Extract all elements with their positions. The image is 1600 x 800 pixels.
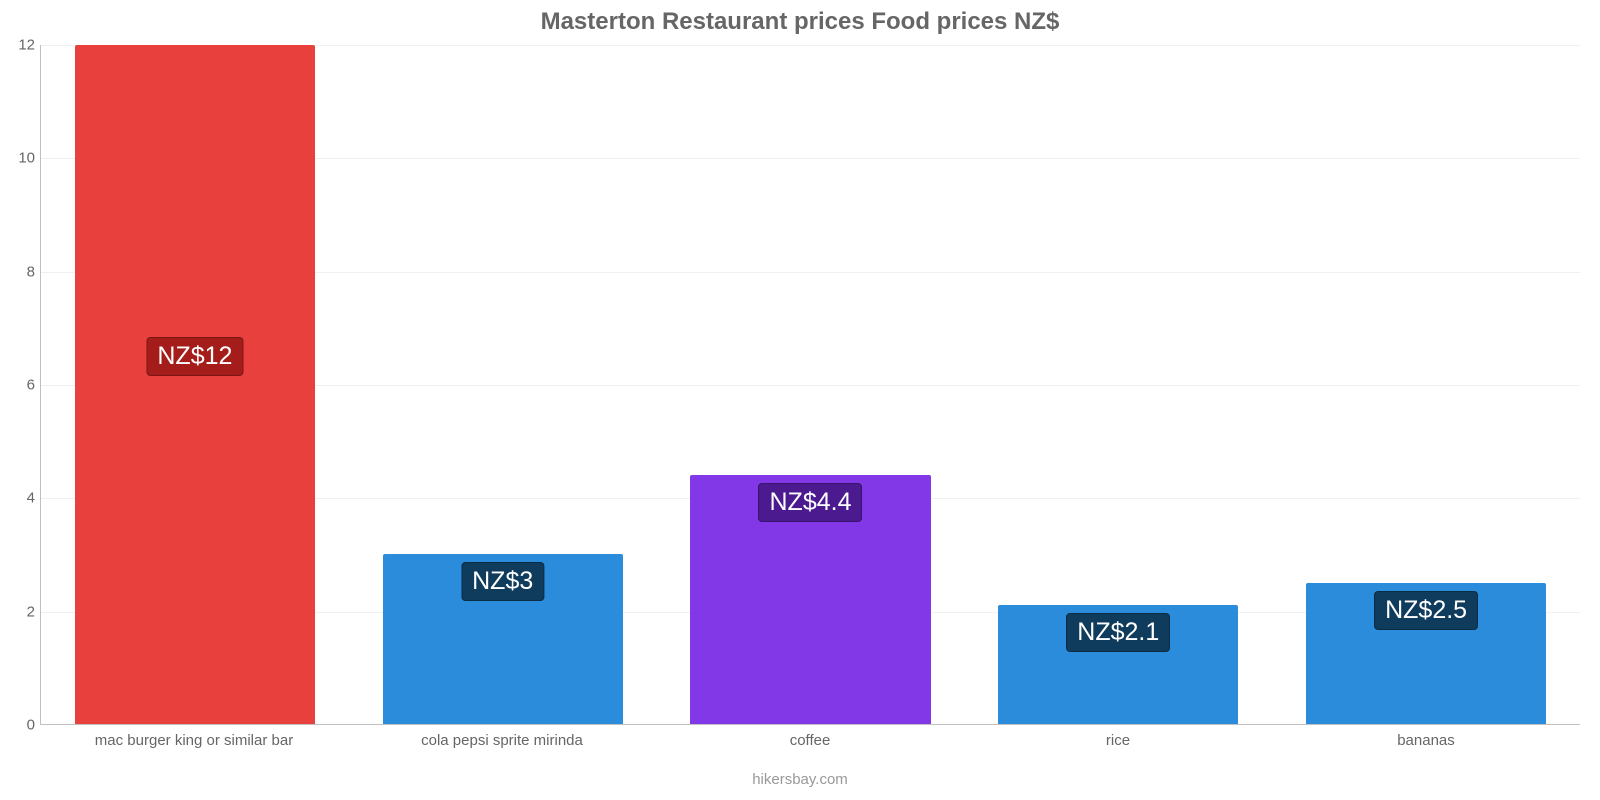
source-label: hikersbay.com: [0, 771, 1600, 788]
value-badge: NZ$2.5: [1374, 591, 1478, 630]
plot-area: NZ$12 NZ$3 NZ$4.4 NZ$2.1 NZ$2.5: [40, 45, 1580, 725]
x-axis-label: rice: [964, 730, 1272, 749]
bar: NZ$2.5: [1306, 583, 1546, 724]
y-tick-label: 10: [5, 150, 35, 167]
bar-slot: NZ$3: [349, 45, 657, 724]
bar: NZ$3: [383, 554, 623, 724]
x-axis-label: coffee: [656, 730, 964, 749]
x-axis-label: cola pepsi sprite mirinda: [348, 730, 656, 749]
y-tick-label: 6: [5, 377, 35, 394]
chart-title: Masterton Restaurant prices Food prices …: [0, 8, 1600, 36]
bar-slot: NZ$2.5: [1272, 45, 1580, 724]
bar-slot: NZ$2.1: [964, 45, 1272, 724]
y-tick-label: 2: [5, 603, 35, 620]
bar-slot: NZ$4.4: [657, 45, 965, 724]
y-tick-label: 12: [5, 37, 35, 54]
value-badge: NZ$2.1: [1066, 613, 1170, 652]
bar: NZ$4.4: [690, 475, 930, 724]
value-badge: NZ$4.4: [758, 483, 862, 522]
value-badge: NZ$12: [146, 337, 243, 376]
bars-row: NZ$12 NZ$3 NZ$4.4 NZ$2.1 NZ$2.5: [41, 45, 1580, 724]
bar-slot: NZ$12: [41, 45, 349, 724]
value-badge: NZ$3: [461, 562, 544, 601]
y-tick-label: 4: [5, 490, 35, 507]
x-axis-label: mac burger king or similar bar: [40, 730, 348, 749]
price-chart: Masterton Restaurant prices Food prices …: [0, 0, 1600, 800]
bar: NZ$2.1: [998, 605, 1238, 724]
bar: NZ$12: [75, 45, 315, 724]
y-tick-label: 0: [5, 717, 35, 734]
x-axis-label: bananas: [1272, 730, 1580, 749]
x-axis-labels: mac burger king or similar barcola pepsi…: [40, 730, 1580, 749]
y-tick-label: 8: [5, 263, 35, 280]
